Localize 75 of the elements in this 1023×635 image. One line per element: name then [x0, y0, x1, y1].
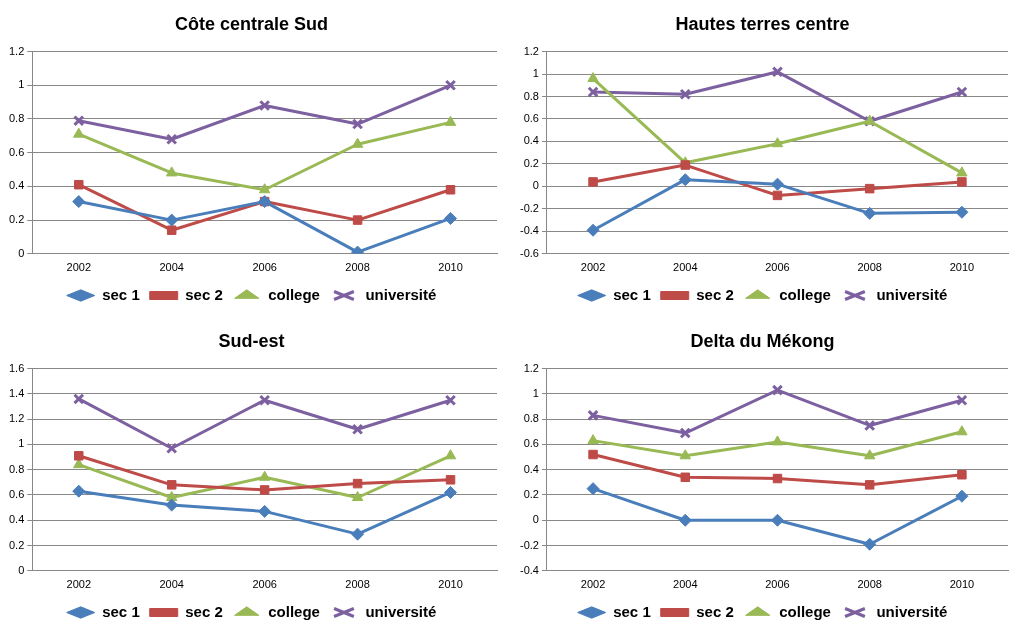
y-tick-label: 0	[532, 179, 539, 192]
legend-label: college	[268, 602, 320, 620]
chart-title: Hautes terres centre	[675, 13, 850, 34]
legend-label: sec 1	[102, 285, 140, 303]
y-tick-label: -0.2	[519, 201, 539, 214]
y-tick-label: 1.2	[523, 44, 539, 57]
y-tick-label: 1.2	[523, 361, 539, 374]
y-tick-label: 1	[532, 67, 539, 80]
legend-label: college	[779, 602, 831, 620]
x-tick-label: 2004	[159, 261, 184, 274]
legend-label: sec 2	[696, 285, 734, 303]
y-tick-label: 0.6	[8, 488, 25, 501]
legend-label: sec 1	[102, 602, 140, 620]
legend-label: université	[365, 285, 437, 303]
legend-label: université	[876, 285, 948, 303]
y-tick-label: 0.8	[8, 462, 25, 475]
y-tick-label: 0.8	[523, 89, 539, 102]
x-tick-label: 2008	[345, 578, 370, 591]
y-tick-label: 0.4	[523, 134, 539, 147]
y-tick-label: 1.2	[8, 44, 25, 57]
y-tick-label: 1.4	[8, 386, 25, 399]
chart-title: Sud-est	[218, 330, 285, 351]
legend-label: college	[268, 285, 320, 303]
y-tick-label: 0.2	[523, 488, 539, 501]
y-tick-label: 0.4	[8, 513, 25, 526]
x-tick-label: 2004	[673, 578, 698, 591]
x-tick-label: 2006	[765, 578, 790, 591]
x-tick-label: 2002	[580, 261, 606, 274]
legend-label: sec 2	[185, 602, 223, 620]
x-tick-label: 2006	[252, 578, 277, 591]
y-tick-label: 0.6	[8, 145, 25, 158]
y-tick-label: 1	[18, 78, 25, 91]
y-tick-label: 0.2	[523, 156, 539, 169]
x-tick-label: 2010	[438, 261, 463, 274]
x-tick-label: 2006	[252, 261, 277, 274]
y-tick-label: 0.8	[523, 412, 539, 425]
x-tick-label: 2010	[949, 261, 975, 274]
x-tick-label: 2010	[438, 578, 463, 591]
y-tick-label: 0	[18, 246, 25, 259]
y-tick-label: 1	[18, 437, 25, 450]
x-tick-label: 2002	[66, 261, 91, 274]
chart-title: Delta du Mékong	[690, 330, 835, 351]
chart-title: Côte centrale Sud	[174, 13, 329, 34]
y-tick-label: -0.4	[519, 563, 539, 576]
y-tick-label: 1	[532, 386, 539, 399]
x-tick-label: 2006	[765, 261, 790, 274]
x-tick-label: 2002	[66, 578, 91, 591]
x-tick-label: 2010	[949, 578, 975, 591]
y-tick-label: -0.6	[519, 246, 539, 259]
legend-label: université	[876, 602, 948, 620]
x-tick-label: 2004	[159, 578, 184, 591]
y-tick-label: -0.4	[519, 224, 539, 237]
x-tick-label: 2008	[857, 261, 882, 274]
x-tick-label: 2002	[580, 578, 606, 591]
legend-label: sec 1	[613, 285, 651, 303]
y-tick-label: 0.6	[523, 437, 539, 450]
y-tick-label: 0	[18, 563, 25, 576]
y-tick-label: 0.6	[523, 112, 539, 125]
legend-label: college	[779, 285, 831, 303]
y-tick-label: 0.2	[8, 213, 25, 226]
y-tick-label: 0	[532, 513, 539, 526]
y-tick-label: 0.8	[8, 112, 25, 125]
legend-label: sec 2	[185, 285, 223, 303]
y-tick-label: 1.2	[8, 412, 25, 425]
y-tick-label: 0.2	[8, 538, 25, 551]
x-tick-label: 2008	[857, 578, 882, 591]
legend-label: sec 1	[613, 602, 651, 620]
x-tick-label: 2008	[345, 261, 370, 274]
y-tick-label: 0.4	[523, 462, 539, 475]
y-tick-label: -0.2	[519, 538, 539, 551]
x-tick-label: 2004	[673, 261, 698, 274]
legend-label: université	[365, 602, 437, 620]
y-tick-label: 1.6	[8, 361, 25, 374]
legend-label: sec 2	[696, 602, 734, 620]
y-tick-label: 0.4	[8, 179, 25, 192]
